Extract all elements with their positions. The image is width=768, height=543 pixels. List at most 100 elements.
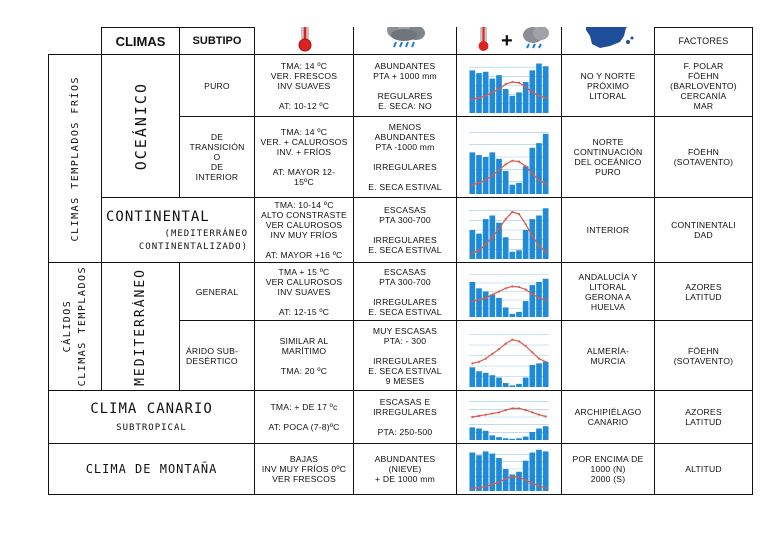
precip-bar [469, 152, 476, 194]
temperature-cell-transicion-line [303, 157, 306, 167]
factores-cell-puro-line: CERCANÍA [680, 90, 727, 101]
precip-bar [522, 377, 529, 387]
location-cell-puro-line: LITORAL [589, 90, 627, 101]
factores-cell-puro-line: F. POLAR [683, 60, 724, 71]
factores-cell-general-line: AZORES [685, 281, 722, 292]
group-templados-frios-label: CLIMAS TEMPLADOS FRÍOS [69, 75, 81, 242]
temperature-point [471, 98, 474, 101]
precip-bar [529, 219, 536, 259]
precip-bar [542, 208, 549, 259]
location-cell-transicion: NORTE CONTINUACIÓN DEL OCEÁNICO PURO [561, 116, 655, 198]
climograph-svg [469, 274, 549, 317]
factores-cell-puro-line: MAR [693, 100, 714, 111]
temperature-point [517, 285, 521, 289]
temperature-point [497, 481, 501, 484]
temperature-cell-transicion-line: VER. + CALUROSOS [260, 137, 348, 147]
precip-bar [516, 471, 522, 491]
temperature-point [531, 234, 534, 237]
precip-bar [536, 143, 542, 194]
temperature-point [491, 352, 494, 356]
temperature-point [537, 296, 541, 299]
location-cell-montana-line: POR ENCIMA DE [572, 454, 644, 464]
temperature-cell-montana: BAJAS INV MUY FRÍOS 0ºC VER FRESCOS [254, 443, 354, 495]
temperature-point [531, 482, 534, 485]
group-oceanico: OCEÁNICO [101, 54, 180, 198]
precip-bar [542, 133, 549, 194]
precipitation-cell-transicion-line: PTA -1000 mm [375, 142, 435, 152]
climograph-svg [469, 63, 549, 113]
temperature-point [537, 484, 541, 488]
temperature-line [472, 476, 546, 489]
temperature-point [524, 288, 527, 291]
precipitation-cell-continental-line [404, 225, 407, 235]
climograph-svg [469, 334, 549, 387]
subtipo-line: TRANSICIÓN [189, 142, 245, 152]
temperature-line [472, 81, 546, 100]
precipitation-cell-general-line: PTA 300-700 [379, 276, 431, 287]
climograph-svg [469, 132, 549, 194]
group-templados-calidos-label-2: CÁLIDOS [62, 300, 73, 353]
continental-title: CONTINENTAL [106, 208, 210, 225]
location-cell-puro-line: PRÓXIMO [587, 80, 629, 91]
precip-bar [529, 147, 536, 194]
precipitation-cell-montana-line: (NIEVE) [388, 464, 422, 474]
factores-cell-transicion-line: FÖEHN [687, 147, 720, 157]
factores-cell-general: AZORES LATITUD [654, 262, 753, 321]
temperature-point [517, 160, 521, 163]
temperature-point [484, 179, 487, 182]
precip-bar [502, 237, 509, 259]
temperature-point [524, 409, 527, 412]
group-templados-calidos-label-1: CLIMAS TEMPLADOS [77, 266, 88, 387]
location-cell-transicion-line: PURO [595, 167, 621, 177]
temperature-point [497, 168, 501, 172]
precip-bar [496, 158, 502, 194]
precipitation-cell-arido-line: PTA: - 300 [383, 335, 427, 346]
temperature-point [544, 415, 547, 418]
group-mediterraneo: MEDITERRÁNEO [101, 262, 180, 391]
temperature-cell-puro-line: INV SUAVES [277, 80, 331, 91]
temperature-point [544, 360, 547, 363]
montana-title: CLIMA DE MONTAÑA [85, 462, 218, 476]
precip-bar [476, 155, 482, 194]
precipitation-cell-montana: ABUNDANTES (NIEVE) + DE 1000 mm [353, 443, 457, 495]
climograph-svg [469, 449, 549, 491]
temperature-point [531, 91, 534, 94]
temperature-cell-transicion-line: 15ºC [294, 177, 314, 187]
precipitation-cell-canario-line: IRREGULARES [373, 407, 437, 417]
temperature-point [491, 483, 494, 486]
precipitation-cell-arido-line: MUY ESCASAS [372, 325, 438, 336]
precip-bar [476, 428, 482, 440]
subtipo-line: DE [210, 162, 224, 172]
factores-cell-transicion: FÖEHN (SOTAVENTO) [654, 116, 753, 198]
temperature-point [497, 227, 501, 230]
temperature-point [517, 476, 521, 479]
temperature-cell-montana-line: VER FRESCOS [272, 474, 336, 484]
temperature-point [477, 486, 481, 489]
precip-bar [482, 430, 489, 440]
temperature-line [472, 285, 546, 302]
group-templados-frios: CLIMAS TEMPLADOS FRÍOS [48, 54, 102, 263]
temperature-cell-arido-line [303, 356, 306, 366]
temperature-point [477, 414, 481, 417]
temperature-point [504, 409, 507, 412]
precip-bar [496, 437, 502, 440]
precip-bar [516, 438, 522, 440]
precip-bar [489, 435, 496, 440]
temperature-point [544, 96, 547, 99]
precipitation-cell-montana-line: ABUNDANTES [374, 454, 436, 464]
precipitation-cell-transicion-line [404, 152, 407, 162]
precip-bar [509, 438, 516, 440]
precipitation-cell-transicion-line [404, 172, 407, 182]
temperature-point [477, 249, 481, 252]
precip-bar [502, 170, 509, 194]
temperature-point [524, 344, 527, 348]
location-cell-general: ANDALUCÍA Y LITORAL GERONA A HUELVA [561, 262, 655, 321]
precip-bar [542, 451, 549, 491]
precipitation-cell-canario: ESCASAS E IRREGULARES PTA: 250-500 [353, 390, 457, 444]
temperature-point [484, 413, 487, 416]
precip-bar [469, 367, 476, 387]
precipitation-cell-general-line: E. SECA ESTIVAL [368, 306, 442, 317]
climograph-canario [456, 390, 562, 444]
precip-bar [522, 166, 529, 194]
temperature-cell-general-line: TMA + 15 ºC [278, 266, 330, 277]
